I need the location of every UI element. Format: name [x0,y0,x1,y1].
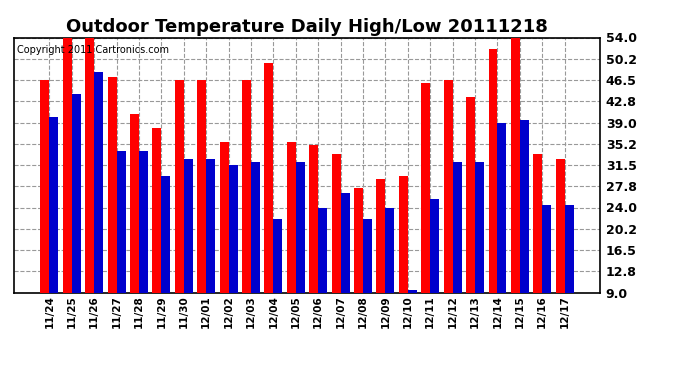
Bar [422,83,431,344]
Bar [431,199,440,344]
Bar [228,165,237,344]
Bar [399,176,408,344]
Bar [139,151,148,344]
Bar [564,205,573,344]
Bar [95,72,103,344]
Bar [475,162,484,344]
Bar [41,80,50,344]
Bar [363,219,372,344]
Bar [444,80,453,344]
Bar [197,80,206,344]
Bar [264,63,273,344]
Bar [50,117,59,344]
Bar [555,159,564,344]
Bar [184,159,193,344]
Bar [386,207,395,344]
Bar [206,159,215,344]
Bar [466,97,475,344]
Bar [117,151,126,344]
Bar [72,94,81,344]
Bar [251,162,260,344]
Bar [542,205,551,344]
Bar [533,154,542,344]
Bar [309,145,318,344]
Bar [219,142,228,344]
Bar [130,114,139,344]
Bar [318,207,327,344]
Bar [108,77,117,344]
Bar [63,38,72,344]
Bar [377,179,386,344]
Bar [161,176,170,344]
Bar [296,162,305,344]
Title: Outdoor Temperature Daily High/Low 20111218: Outdoor Temperature Daily High/Low 20111… [66,18,548,36]
Bar [332,154,341,344]
Bar [453,162,462,344]
Bar [354,188,363,344]
Bar [242,80,251,344]
Bar [287,142,296,344]
Bar [511,38,520,344]
Bar [86,38,95,344]
Bar [497,123,506,344]
Text: Copyright 2011 Cartronics.com: Copyright 2011 Cartronics.com [17,45,169,55]
Bar [489,49,497,344]
Bar [341,194,350,344]
Bar [152,128,161,344]
Bar [273,219,282,344]
Bar [408,290,417,344]
Bar [175,80,184,344]
Bar [520,120,529,344]
